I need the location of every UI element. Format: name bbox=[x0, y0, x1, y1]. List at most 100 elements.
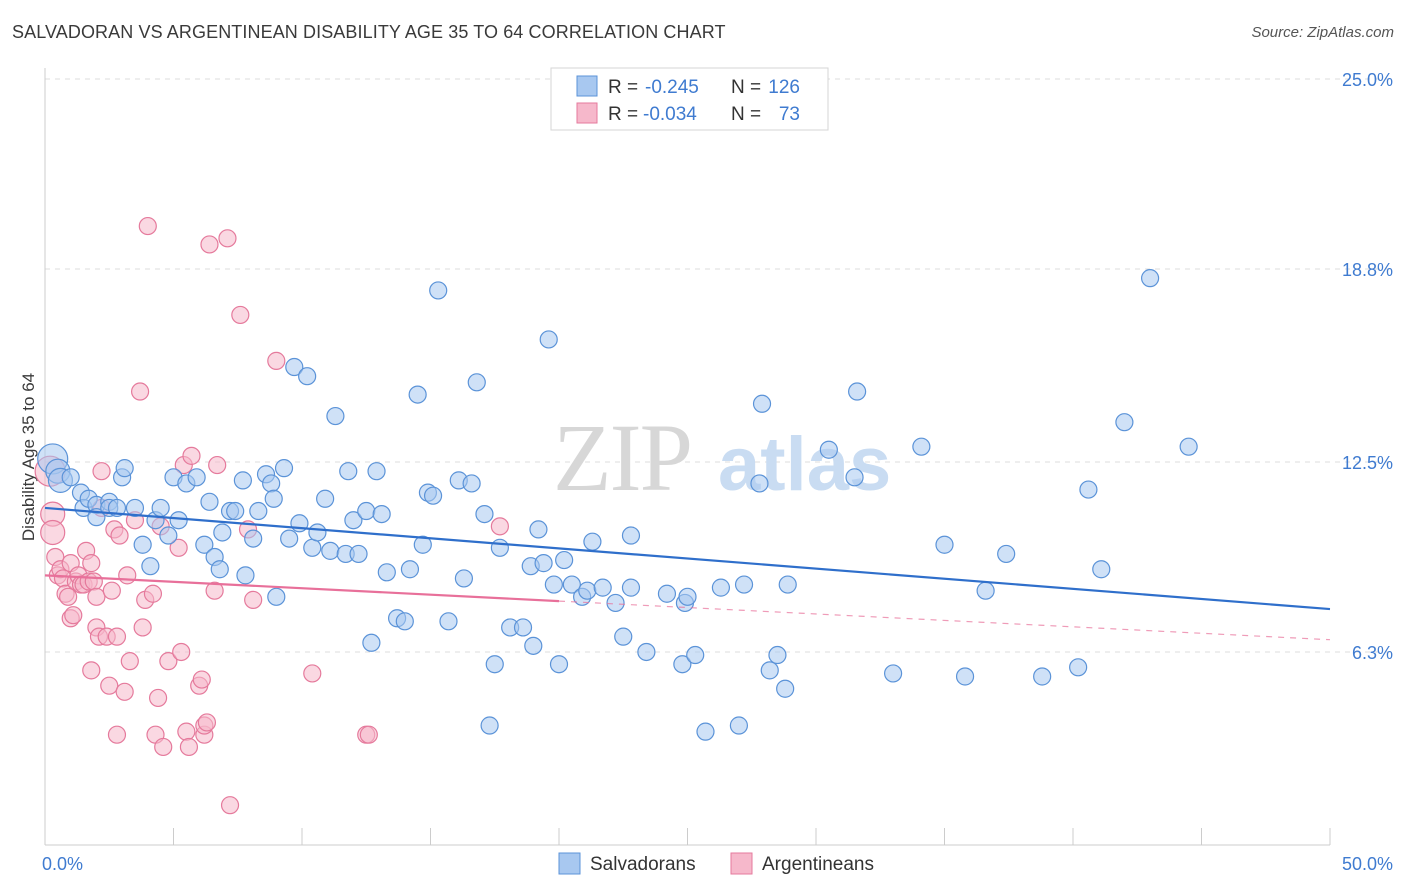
salvadorans-point bbox=[734, 575, 754, 594]
argentineans-point bbox=[490, 517, 509, 536]
salvadorans-point bbox=[357, 501, 376, 521]
x-tick-labels: 0.0% 50.0% bbox=[42, 854, 1393, 874]
salvadorans-point bbox=[308, 523, 327, 542]
salvadorans-point bbox=[549, 655, 569, 674]
series-legend: Salvadorans Argentineans bbox=[558, 852, 874, 875]
argentineans-point bbox=[208, 455, 227, 475]
argentineans-point bbox=[143, 584, 163, 603]
salvadorans-point bbox=[236, 566, 255, 585]
argentineans-point bbox=[115, 682, 134, 701]
salvadorans-point bbox=[400, 560, 420, 579]
argentineans-point bbox=[197, 713, 217, 732]
argentineans-point bbox=[220, 796, 240, 815]
salvadorans-point bbox=[298, 367, 317, 386]
salvadorans-point bbox=[583, 532, 602, 551]
y-tick-label-1: 12.5% bbox=[1342, 453, 1393, 473]
argentineans-point bbox=[64, 606, 83, 625]
salvadorans-trend-line bbox=[44, 506, 1331, 611]
salvadorans-point bbox=[115, 459, 134, 478]
argentineans-point bbox=[133, 618, 152, 637]
argentineans-point bbox=[82, 661, 101, 680]
y-tick-label-0: 6.3% bbox=[1352, 643, 1393, 663]
salvadorans-point bbox=[621, 526, 641, 545]
argentineans-point bbox=[154, 737, 173, 757]
salvadorans-point bbox=[200, 492, 219, 511]
legend-r-value-2: -0.034 bbox=[643, 104, 697, 125]
argentineans-point bbox=[359, 725, 378, 744]
argentineans-point bbox=[130, 382, 150, 401]
argentineans-point bbox=[107, 627, 127, 646]
salvadorans-point bbox=[367, 462, 386, 481]
argentineans-point bbox=[82, 554, 101, 573]
series-legend-label-argentineans: Argentineans bbox=[762, 854, 874, 875]
salvadorans-point bbox=[326, 406, 345, 426]
salvadorans-point bbox=[529, 520, 548, 539]
salvadorans-point bbox=[955, 667, 975, 686]
legend-swatch-blue bbox=[576, 75, 598, 97]
salvadorans-point bbox=[467, 373, 486, 392]
stats-legend: R = -0.245 N = 126 R = -0.034 N = 73 bbox=[550, 67, 829, 131]
chart-title: SALVADORAN VS ARGENTINEAN DISABILITY AGE… bbox=[12, 22, 726, 42]
argentineans-point bbox=[267, 351, 286, 370]
salvadorans-point bbox=[280, 529, 299, 548]
argentineans-point bbox=[179, 737, 199, 757]
argentineans-trend-line bbox=[44, 574, 560, 603]
series-legend-label-salvadorans: Salvadorans bbox=[590, 854, 696, 875]
salvadorans-point bbox=[151, 498, 170, 518]
legend-n-label-1: N = bbox=[731, 77, 761, 98]
salvadorans-point bbox=[678, 587, 697, 606]
argentineans-point bbox=[102, 581, 121, 600]
argentineans-point bbox=[182, 446, 201, 465]
salvadorans-point bbox=[1140, 269, 1160, 288]
argentineans-point bbox=[92, 462, 111, 481]
salvadorans-point bbox=[159, 526, 178, 545]
salvadorans-point bbox=[187, 468, 206, 487]
argentineans-point bbox=[120, 652, 139, 671]
salvadorans-point bbox=[339, 462, 358, 481]
salvadorans-point bbox=[752, 394, 772, 413]
salvadorans-point bbox=[657, 584, 677, 603]
salvadorans-point bbox=[621, 578, 641, 597]
y-tick-label-3: 25.0% bbox=[1342, 70, 1393, 90]
argentineans-point bbox=[169, 538, 188, 557]
salvadorans-point bbox=[729, 716, 749, 735]
salvadorans-point bbox=[362, 633, 381, 652]
salvadorans-point bbox=[485, 655, 504, 674]
salvadorans-point bbox=[429, 281, 448, 300]
legend-swatch-pink bbox=[576, 102, 598, 124]
y-axis-label: Disability Age 35 to 64 bbox=[19, 373, 38, 541]
salvadorans-point bbox=[462, 474, 481, 493]
legend-r-label-1: R = bbox=[608, 77, 638, 98]
salvadorans-point bbox=[539, 330, 558, 349]
salvadorans-point bbox=[686, 645, 705, 665]
salvadorans-point bbox=[534, 554, 553, 573]
salvadorans-point bbox=[210, 560, 229, 579]
salvadorans-point bbox=[141, 557, 160, 576]
salvadorans-point bbox=[264, 489, 283, 508]
salvadorans-point bbox=[262, 474, 281, 493]
argentineans-point bbox=[192, 670, 211, 689]
salvadorans-point bbox=[439, 612, 458, 631]
argentineans-point bbox=[84, 572, 103, 591]
x-tick-label-right: 50.0% bbox=[1342, 854, 1393, 874]
salvadorans-point bbox=[133, 535, 152, 554]
salvadorans-point bbox=[303, 538, 322, 557]
salvadorans-point bbox=[413, 535, 432, 554]
salvadorans-point bbox=[696, 722, 715, 741]
salvadorans-point bbox=[195, 535, 214, 554]
salvadorans-point bbox=[513, 618, 533, 637]
grid-lines bbox=[45, 78, 1393, 653]
salvadorans-point bbox=[524, 636, 543, 655]
argentineans-point bbox=[59, 587, 78, 606]
argentineans-point bbox=[159, 652, 178, 671]
salvadorans-point bbox=[1033, 667, 1052, 686]
salvadorans-point bbox=[244, 529, 263, 548]
series-legend-swatch-salvadorans bbox=[558, 852, 581, 875]
argentineans-point bbox=[244, 590, 263, 609]
salvadorans-point bbox=[997, 544, 1016, 564]
salvadorans-point bbox=[768, 645, 787, 665]
salvadorans-point bbox=[1079, 480, 1098, 499]
salvadorans-point bbox=[778, 575, 797, 594]
salvadorans-point bbox=[819, 440, 838, 459]
salvadorans-point bbox=[606, 593, 625, 613]
